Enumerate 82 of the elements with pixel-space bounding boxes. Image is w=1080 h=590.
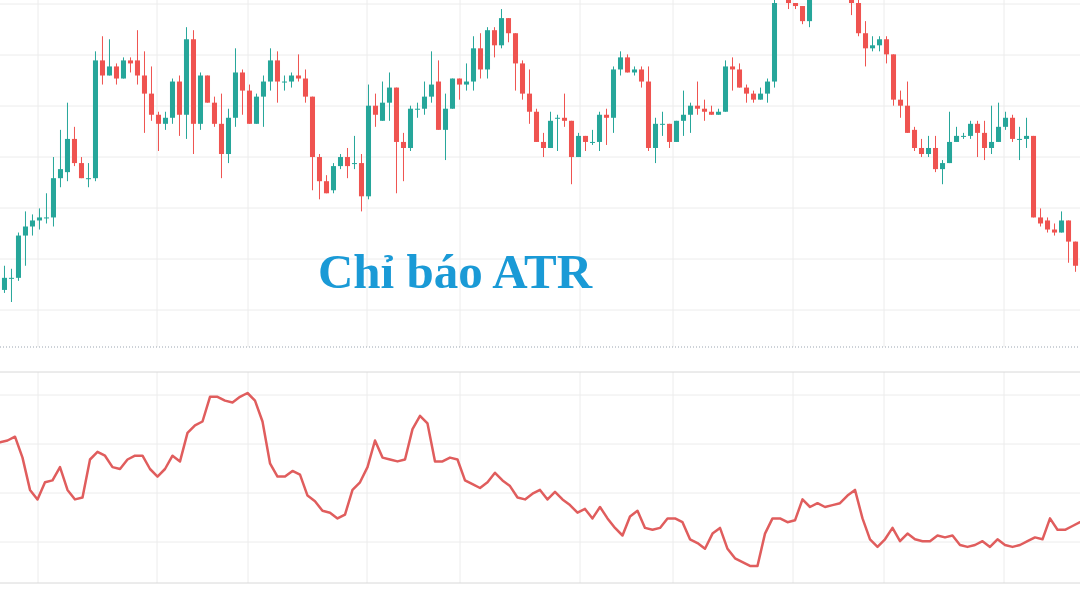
candlestick [120,56,126,80]
candlestick [29,213,35,237]
candlestick [603,108,610,146]
candlestick [477,32,484,80]
candlestick [260,75,267,128]
candlestick [1010,114,1016,143]
candlestick [134,29,141,86]
candlestick [806,0,813,28]
candlestick [897,90,904,119]
candlestick [701,99,708,122]
candlestick [428,50,435,104]
candlestick [281,75,288,92]
candlestick [99,35,105,86]
candlestick [687,102,694,134]
candlestick [862,20,869,67]
candlestick [386,71,393,122]
candlestick [351,135,358,170]
candlestick [1,265,7,294]
candlestick [968,120,974,140]
candlestick [561,93,568,128]
candlestick [540,132,547,158]
candlestick [155,111,162,152]
candlestick [113,62,119,86]
candlestick [799,5,806,25]
candlestick [274,50,281,104]
text: Chỉ báo ATR [317,244,593,299]
candlestick [505,17,512,43]
candlestick [1059,210,1065,234]
candlestick [554,114,561,152]
candlestick [295,53,302,83]
candlestick [148,65,155,122]
candlestick [666,123,673,149]
candlestick [106,38,112,76]
candlestick [736,62,743,89]
candlestick [764,78,771,104]
candlestick [526,68,533,125]
candlestick [267,47,274,92]
candlestick [659,111,666,137]
candlestick [372,93,379,128]
candlestick [239,68,246,116]
candlestick [1003,111,1009,131]
candlestick [22,210,28,267]
candlestick [344,147,351,179]
candlestick [996,102,1002,143]
candlestick [36,207,42,231]
candlestick [43,192,49,224]
candlestick [463,62,470,92]
candlestick [617,50,624,76]
candlestick [982,120,988,161]
candlestick [975,120,981,158]
candlestick [918,138,925,158]
candlestick [1066,219,1072,264]
candlestick [211,96,218,128]
candlestick [883,35,890,64]
candlestick [989,105,995,155]
candlestick [8,268,14,303]
candlestick [925,135,932,158]
candlestick [589,129,596,146]
candlestick [162,111,169,131]
candlestick [1024,117,1030,149]
candlestick [85,162,91,188]
candlestick [638,65,645,89]
candlestick [1017,126,1023,161]
candlestick [302,68,309,104]
candlestick [729,56,736,92]
candlestick [400,132,407,182]
candlestick [933,135,939,173]
candlestick [575,132,582,158]
candlestick [491,26,498,58]
candlestick [57,129,63,188]
candlestick [442,93,449,161]
candlestick [680,90,687,137]
candlestick [379,81,386,122]
candlestick [694,81,701,116]
candlestick [911,126,918,152]
candlestick [743,84,750,104]
candlestick [947,111,953,164]
candlestick [1038,207,1044,227]
candlestick [141,50,148,134]
candlestick [421,81,428,116]
candlestick [940,159,946,185]
candlestick [414,102,421,119]
